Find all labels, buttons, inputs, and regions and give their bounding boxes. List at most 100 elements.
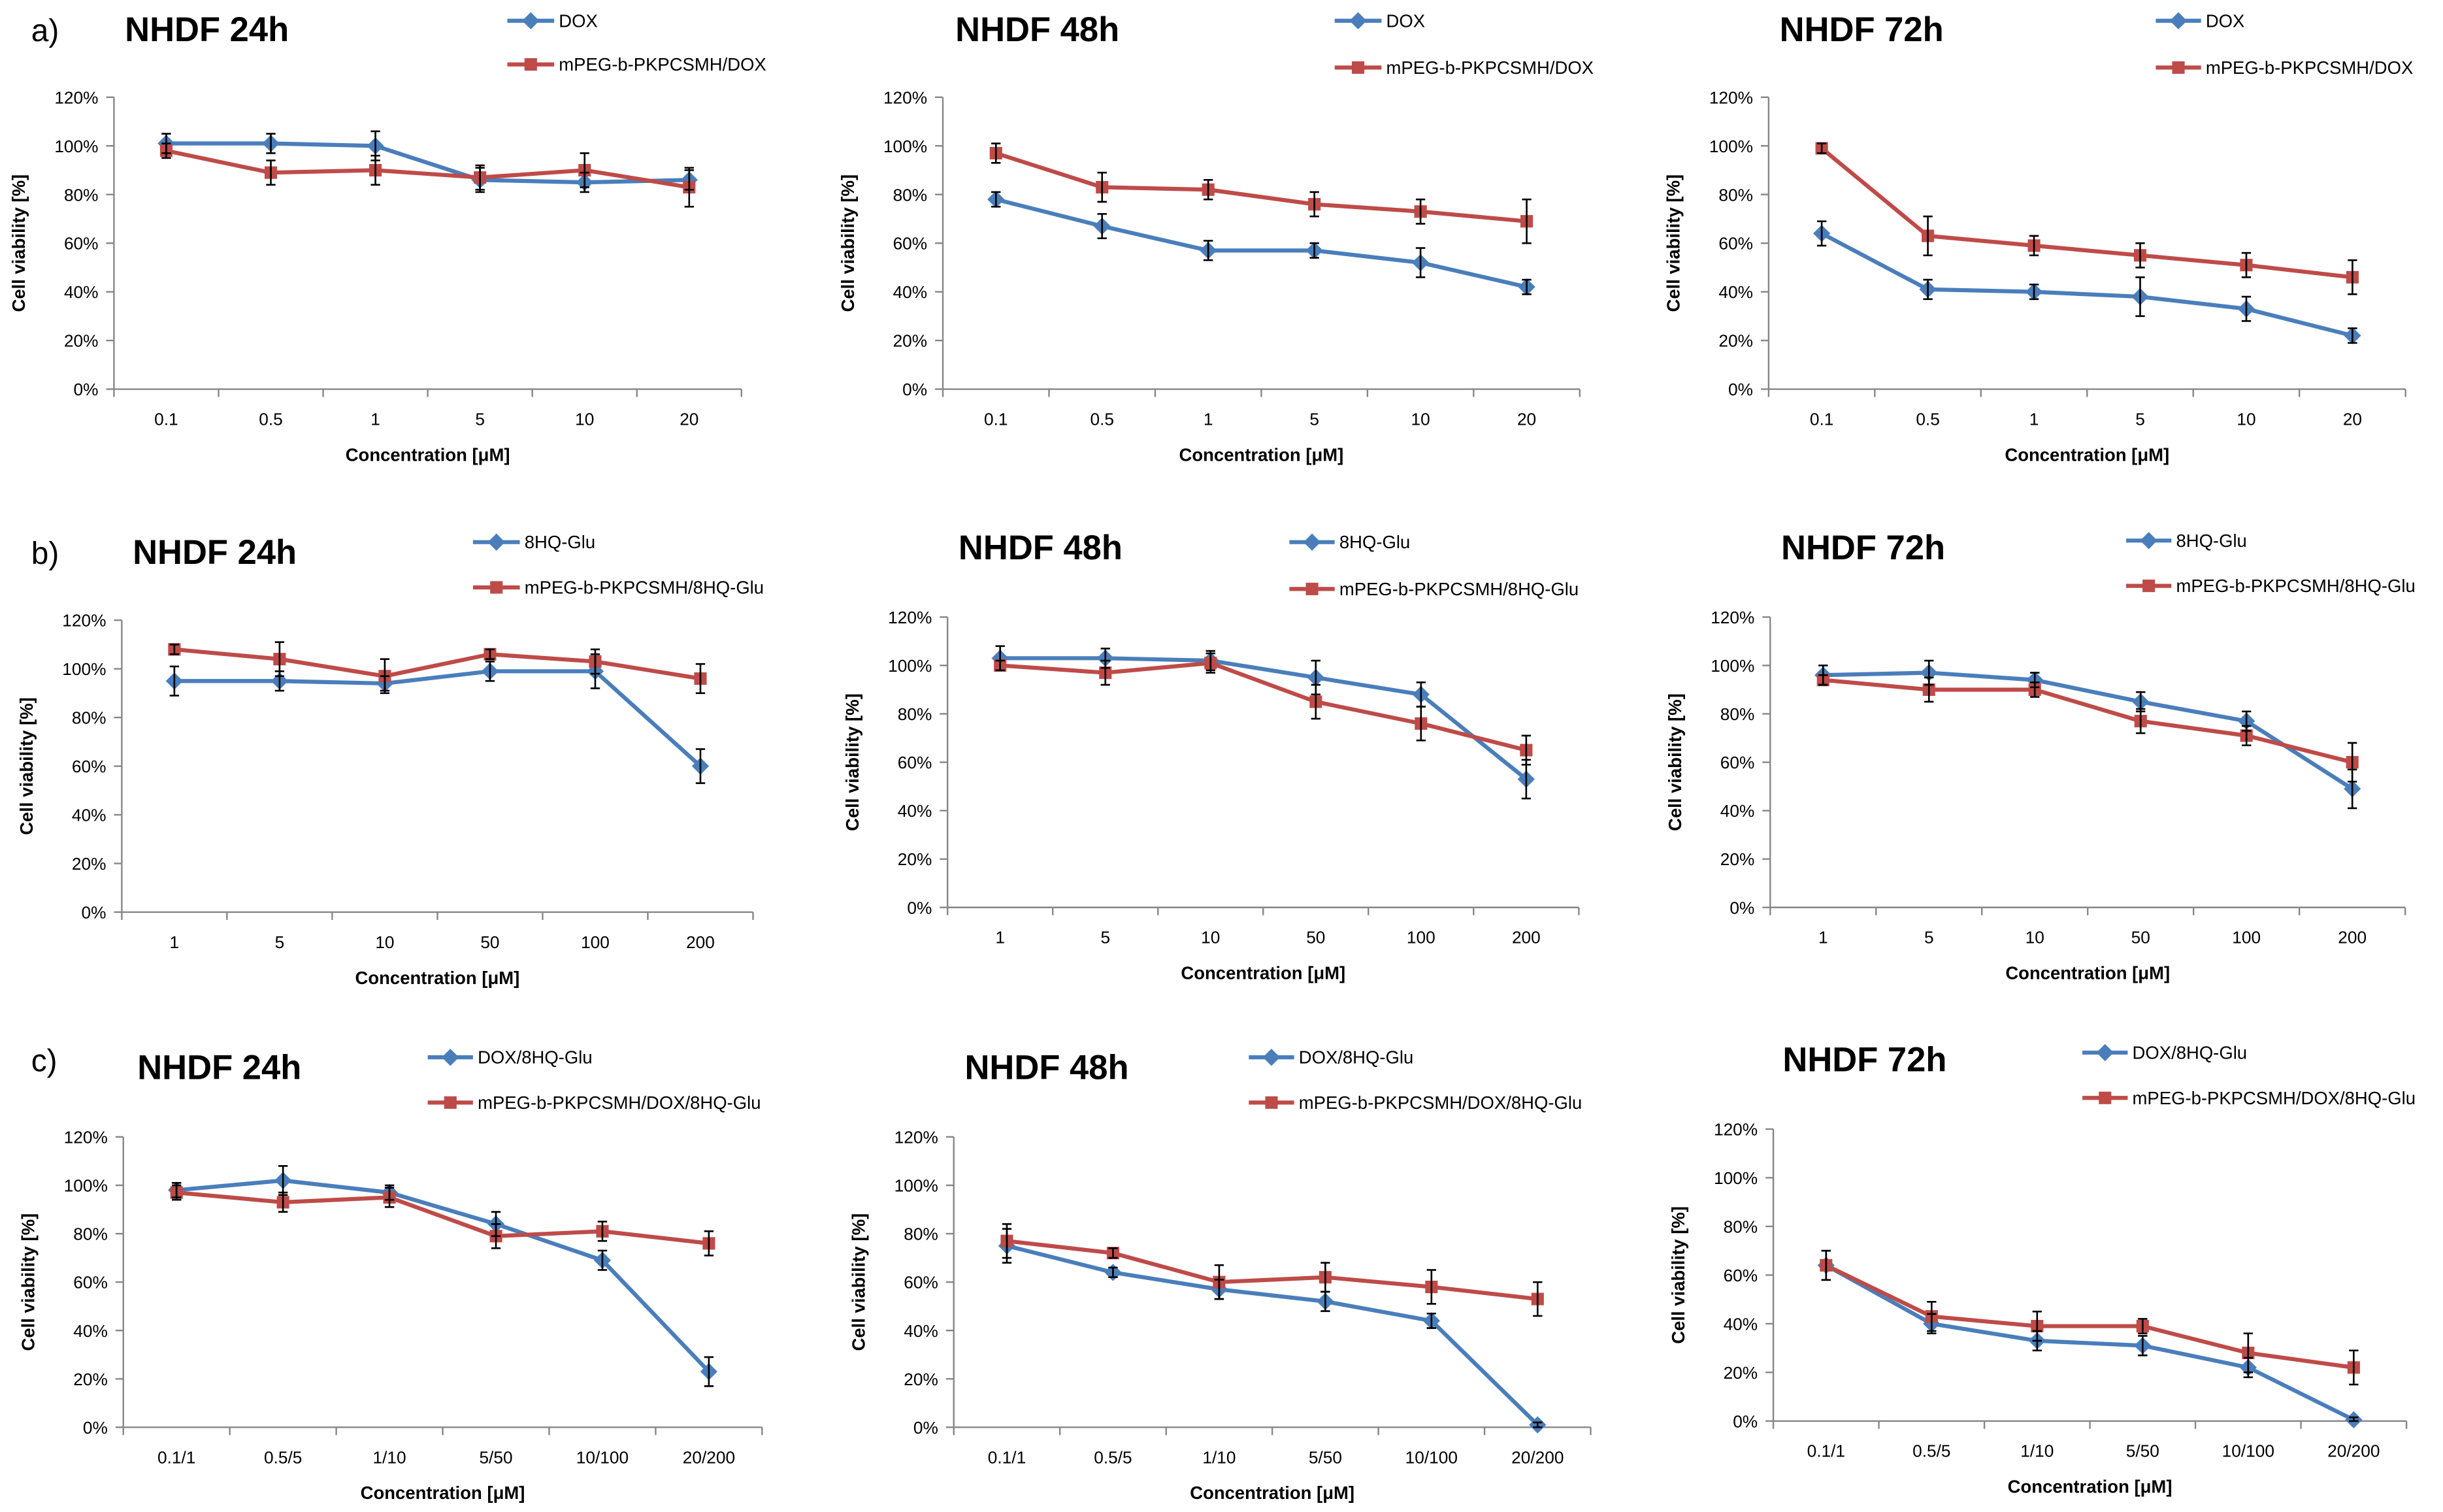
chart-b-72h-mpeg-b-pkpcsmh-8hq-glu-error-bar-1 bbox=[1924, 676, 1934, 703]
chart-a-72h-x-tick-label-4: 10 bbox=[2237, 410, 2255, 429]
chart-b-24h-y-tick-label-4: 80% bbox=[72, 708, 107, 728]
chart-a-72h-dox-error-bar-2 bbox=[2029, 284, 2039, 301]
chart-a-24h-legend-mpeg-b-pkpcsmh-dox-label: mPEG-b-PKPCSMH/DOX bbox=[559, 54, 766, 74]
chart-a-48h-dox-error-bar-3 bbox=[1309, 242, 1319, 259]
chart-b-72h-y-tick-label-3: 60% bbox=[1720, 753, 1755, 772]
chart-b-72h-y-axis-title: Cell viability [%] bbox=[1665, 693, 1685, 831]
chart-c-48h-legend-dox-8hq-glu-label: DOX/8HQ-Glu bbox=[1299, 1047, 1414, 1068]
chart-a-48h-x-tick-label-3: 5 bbox=[1309, 410, 1319, 429]
chart-b-24h-mpeg-b-pkpcsmh-8hq-glu-error-bar-2 bbox=[380, 658, 390, 695]
chart-c-48h-y-tick-label-1: 20% bbox=[904, 1370, 938, 1389]
chart-c-48h-mpeg-b-pkpcsmh-dox-8hq-glu-error-bar-1 bbox=[1108, 1247, 1118, 1259]
chart-b-72h-x-tick-label-5: 200 bbox=[2338, 928, 2367, 947]
chart-c-24h-y-axis-title: Cell viability [%] bbox=[18, 1213, 39, 1351]
panel-label-b: b) bbox=[31, 536, 59, 571]
chart-c-48h-x-tick-label-4: 10/100 bbox=[1405, 1447, 1458, 1467]
chart-a-48h-dox-error-bar-0 bbox=[991, 191, 1001, 208]
chart-b-24h-x-axis-title: Concentration [μM] bbox=[355, 968, 520, 988]
chart-b-48h-x-axis-title: Concentration [μM] bbox=[1181, 963, 1345, 983]
chart-a-24h-x-tick-label-1: 0.5 bbox=[259, 410, 283, 429]
chart-b-72h-legend-8hq-glu-label: 8HQ-Glu bbox=[2176, 531, 2246, 551]
chart-b-48h-y-tick-label-2: 40% bbox=[898, 801, 932, 821]
chart-a-48h-mpeg-b-pkpcsmh-dox-error-bar-4 bbox=[1415, 198, 1426, 225]
chart-a-48h-mpeg-b-pkpcsmh-dox-error-bar-0 bbox=[991, 142, 1001, 164]
chart-a-48h-mpeg-b-pkpcsmh-dox-error-bar-2 bbox=[1204, 179, 1213, 201]
chart-b-48h-mpeg-b-pkpcsmh-8hq-glu-error-bar-3 bbox=[1311, 683, 1320, 720]
chart-c-48h-y-tick-label-4: 80% bbox=[904, 1224, 938, 1244]
chart-c-24h-dox-8hq-glu-line bbox=[176, 1178, 711, 1373]
chart-b-24h-x-tick-label-1: 5 bbox=[275, 932, 285, 952]
chart-c-72h-mpeg-b-pkpcsmh-dox-8hq-glu-error-bar-3 bbox=[2138, 1318, 2148, 1335]
chart-b-72h-y-tick-label-0: 0% bbox=[1730, 898, 1754, 917]
chart-b-24h-y-axis-title: Cell viability [%] bbox=[16, 697, 37, 835]
chart-b-72h-mpeg-b-pkpcsmh-8hq-glu-error-bar-3 bbox=[2136, 708, 2146, 734]
chart-a-72h-x-tick-label-1: 0.5 bbox=[1916, 410, 1940, 429]
chart-c-72h-dox-8hq-glu-error-bar-5 bbox=[2349, 1416, 2359, 1422]
chart-b-24h-x-tick-label-3: 50 bbox=[480, 932, 499, 952]
chart-c-24h-x-tick-label-2: 1/10 bbox=[373, 1447, 406, 1467]
chart-b-72h-x-axis-title: Concentration [μM] bbox=[2005, 963, 2170, 983]
chart-a-48h-x-axis-title: Concentration [μM] bbox=[1179, 444, 1344, 465]
chart-c-48h-dox-8hq-glu-error-bar-4 bbox=[1426, 1312, 1437, 1329]
chart-c-24h-legend-dox-8hq-glu-label: DOX/8HQ-Glu bbox=[478, 1047, 593, 1068]
chart-c-72h-y-tick-label-3: 60% bbox=[1724, 1266, 1758, 1285]
chart-b-48h-title: NHDF 48h bbox=[959, 529, 1123, 567]
chart-a-48h-dox-line bbox=[995, 197, 1528, 289]
chart-b-72h-legend-mpeg-b-pkpcsmh-8hq-glu-marker bbox=[2142, 580, 2156, 593]
chart-c-72h-y-tick-label-1: 20% bbox=[1724, 1363, 1758, 1383]
chart-b-nhdf-72h: NHDF 72h 8HQ-Glu mPEG-b-PKPCSMH/8HQ-Glu 0% 2… bbox=[1665, 529, 2416, 983]
chart-a-72h-legend-dox-label: DOX bbox=[2206, 10, 2245, 31]
chart-a-48h-y-tick-label-0: 0% bbox=[902, 380, 927, 399]
chart-a-48h-y-tick-label-4: 80% bbox=[893, 185, 928, 205]
chart-b-72h-y-tick-label-5: 100% bbox=[1711, 656, 1754, 676]
chart-a-72h-legend-mpeg-b-pkpcsmh-dox-marker bbox=[2172, 61, 2185, 74]
chart-b-72h-mpeg-b-pkpcsmh-8hq-glu-error-bar-4 bbox=[2242, 725, 2252, 746]
chart-c-24h-dox-8hq-glu-error-bar-5 bbox=[704, 1356, 714, 1387]
chart-a-nhdf-24h: NHDF 24h DOX mPEG-b-PKPCSMH/DOX 0% 20% 40% 60%… bbox=[8, 10, 766, 465]
chart-c-48h-legend-mpeg-b-pkpcsmh-dox-8hq-glu-marker bbox=[1265, 1096, 1278, 1109]
chart-c-72h-x-axis-title: Concentration [μM] bbox=[2008, 1477, 2172, 1497]
chart-a-24h-y-tick-label-6: 120% bbox=[54, 88, 98, 107]
chart-a-48h-x-tick-label-4: 10 bbox=[1411, 410, 1430, 429]
chart-a-72h-dox-line bbox=[1820, 231, 2353, 338]
chart-a-24h-dox-line bbox=[166, 141, 689, 185]
chart-c-72h-dox-8hq-glu-error-bar-3 bbox=[2138, 1335, 2148, 1356]
chart-b-48h-mpeg-b-pkpcsmh-8hq-glu-error-bar-2 bbox=[1205, 652, 1215, 674]
chart-c-48h-mpeg-b-pkpcsmh-dox-8hq-glu-error-bar-2 bbox=[1214, 1264, 1224, 1300]
chart-b-72h-x-tick-label-4: 100 bbox=[2232, 928, 2261, 947]
chart-c-48h-legend-mpeg-b-pkpcsmh-dox-8hq-glu-label: mPEG-b-PKPCSMH/DOX/8HQ-Glu bbox=[1299, 1093, 1582, 1113]
chart-a-24h-mpeg-b-pkpcsmh-dox-error-bar-3 bbox=[475, 164, 485, 191]
chart-b-24h-mpeg-b-pkpcsmh-8hq-glu-error-bar-0 bbox=[169, 644, 180, 655]
chart-b-24h-legend-mpeg-b-pkpcsmh-8hq-glu-label: mPEG-b-PKPCSMH/8HQ-Glu bbox=[525, 578, 764, 598]
chart-a-72h-dox-error-bar-4 bbox=[2241, 295, 2252, 322]
chart-a-48h-y-tick-label-3: 60% bbox=[893, 234, 928, 254]
chart-a-24h-title: NHDF 24h bbox=[125, 10, 289, 49]
chart-c-72h-y-axis-title: Cell viability [%] bbox=[1668, 1206, 1688, 1344]
chart-b-24h-y-tick-label-1: 20% bbox=[72, 854, 107, 874]
chart-a-24h-legend-dox-marker bbox=[522, 12, 540, 29]
chart-a-48h-y-tick-label-5: 100% bbox=[883, 137, 927, 156]
chart-c-48h-y-tick-label-5: 100% bbox=[894, 1176, 938, 1196]
chart-a-72h-y-tick-label-3: 60% bbox=[1718, 234, 1753, 254]
chart-b-48h-mpeg-b-pkpcsmh-8hq-glu-error-bar-1 bbox=[1100, 659, 1110, 686]
chart-b-72h-y-tick-label-6: 120% bbox=[1711, 608, 1754, 627]
chart-c-72h-x-tick-label-4: 10/100 bbox=[2222, 1441, 2274, 1461]
chart-a-48h-legend-mpeg-b-pkpcsmh-dox-label: mPEG-b-PKPCSMH/DOX bbox=[1386, 58, 1594, 78]
chart-a-24h-mpeg-b-pkpcsmh-dox-error-bar-5 bbox=[684, 167, 694, 208]
chart-a-72h-mpeg-b-pkpcsmh-dox-error-bar-4 bbox=[2241, 252, 2252, 278]
chart-a-48h-dox-error-bar-2 bbox=[1204, 240, 1213, 261]
chart-c-48h-y-tick-label-3: 60% bbox=[904, 1273, 938, 1292]
chart-a-72h-x-axis-title: Concentration [μM] bbox=[2005, 444, 2169, 465]
chart-b-24h-legend-8hq-glu-marker bbox=[487, 533, 505, 551]
chart-a-24h-y-axis-title: Cell viability [%] bbox=[8, 174, 29, 312]
chart-c-nhdf-24h: NHDF 24h DOX/8HQ-Glu mPEG-b-PKPCSMH/DOX/8H… bbox=[18, 1047, 763, 1503]
chart-c-72h-mpeg-b-pkpcsmh-dox-8hq-glu-error-bar-0 bbox=[1821, 1249, 1831, 1281]
chart-b-48h-y-tick-label-4: 80% bbox=[898, 704, 932, 724]
chart-a-24h-x-axis-title: Concentration [μM] bbox=[346, 444, 510, 465]
chart-a-72h-dox-error-bar-0 bbox=[1816, 220, 1827, 247]
chart-a-72h-title: NHDF 72h bbox=[1780, 10, 1944, 49]
chart-c-72h-y-tick-label-4: 80% bbox=[1724, 1217, 1758, 1236]
chart-a-72h-mpeg-b-pkpcsmh-dox-error-bar-3 bbox=[2135, 242, 2145, 269]
chart-a-72h-y-tick-label-6: 120% bbox=[1709, 88, 1753, 107]
chart-a-48h-legend-mpeg-b-pkpcsmh-dox-marker bbox=[1351, 61, 1365, 74]
